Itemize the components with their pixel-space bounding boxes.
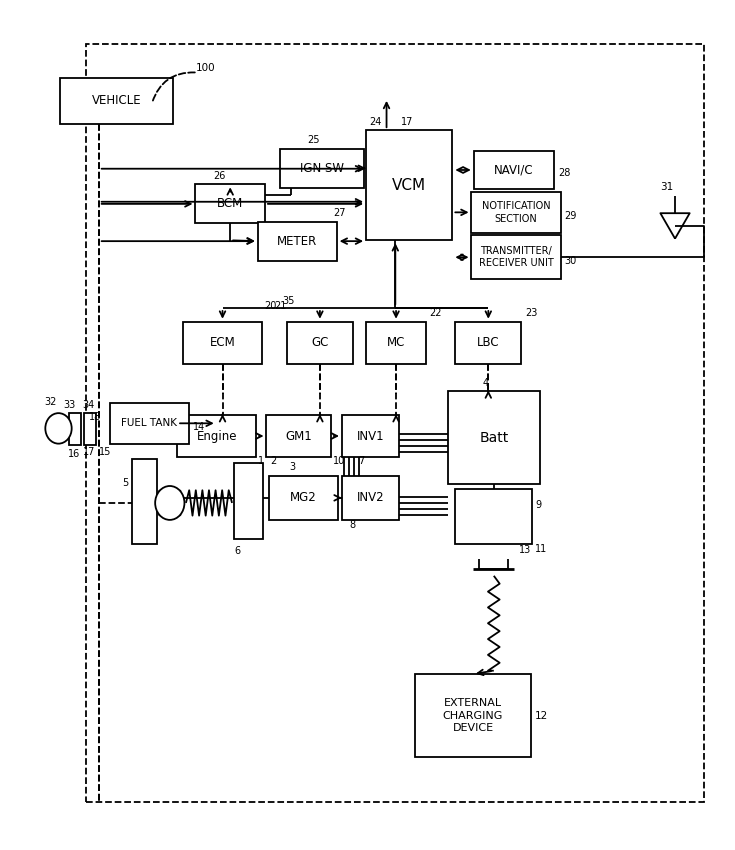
Text: 18: 18	[88, 411, 101, 422]
Text: 31: 31	[660, 182, 674, 192]
Text: NOTIFICATION
SECTION: NOTIFICATION SECTION	[482, 201, 551, 224]
FancyBboxPatch shape	[448, 391, 539, 484]
Text: 30: 30	[564, 256, 577, 266]
Text: 10: 10	[333, 456, 345, 466]
Text: 14: 14	[193, 422, 205, 432]
FancyBboxPatch shape	[342, 476, 399, 520]
Text: 15: 15	[98, 447, 111, 457]
Circle shape	[155, 486, 184, 520]
Text: 4: 4	[483, 377, 489, 388]
Text: EXTERNAL
CHARGING
DEVICE: EXTERNAL CHARGING DEVICE	[442, 698, 503, 733]
FancyBboxPatch shape	[456, 321, 521, 364]
Text: GC: GC	[311, 337, 329, 349]
Text: 16: 16	[68, 449, 80, 459]
Text: INV1: INV1	[356, 429, 384, 443]
FancyBboxPatch shape	[473, 150, 554, 190]
Text: METER: METER	[277, 235, 318, 247]
Text: 7: 7	[358, 456, 365, 466]
Text: GM1: GM1	[285, 429, 312, 443]
FancyBboxPatch shape	[366, 321, 426, 364]
Text: 27: 27	[333, 208, 345, 218]
Text: VCM: VCM	[392, 178, 426, 193]
FancyBboxPatch shape	[287, 321, 353, 364]
FancyBboxPatch shape	[132, 459, 157, 544]
Text: TRANSMITTER/
RECEIVER UNIT: TRANSMITTER/ RECEIVER UNIT	[478, 246, 553, 269]
Text: INV2: INV2	[356, 491, 384, 504]
FancyBboxPatch shape	[471, 235, 561, 280]
FancyBboxPatch shape	[183, 321, 262, 364]
Text: FUEL TANK: FUEL TANK	[121, 418, 177, 428]
Text: 9: 9	[535, 500, 541, 510]
FancyBboxPatch shape	[366, 130, 453, 241]
Circle shape	[46, 413, 72, 444]
Text: 13: 13	[520, 546, 531, 555]
Text: 17: 17	[401, 116, 414, 127]
Text: 26: 26	[214, 171, 226, 181]
FancyBboxPatch shape	[342, 415, 399, 457]
FancyBboxPatch shape	[415, 674, 531, 757]
Text: 11: 11	[535, 544, 548, 554]
Text: 28: 28	[558, 168, 570, 178]
Text: 34: 34	[82, 400, 95, 410]
Text: MC: MC	[387, 337, 405, 349]
Text: VEHICLE: VEHICLE	[92, 94, 142, 107]
FancyBboxPatch shape	[279, 149, 364, 188]
Text: 8: 8	[349, 520, 355, 530]
Text: 25: 25	[307, 135, 320, 145]
FancyBboxPatch shape	[456, 489, 532, 544]
Text: 35: 35	[282, 296, 295, 305]
Text: 17: 17	[82, 447, 95, 457]
Text: 20: 20	[265, 302, 276, 311]
FancyBboxPatch shape	[269, 476, 338, 520]
Text: 21: 21	[273, 302, 286, 311]
Text: 23: 23	[525, 309, 537, 318]
FancyBboxPatch shape	[84, 413, 96, 445]
FancyBboxPatch shape	[60, 77, 173, 124]
Text: IGN SW: IGN SW	[300, 162, 344, 175]
Text: ECM: ECM	[209, 337, 235, 349]
FancyBboxPatch shape	[110, 403, 189, 444]
Text: Engine: Engine	[196, 429, 237, 443]
Text: 6: 6	[234, 547, 240, 556]
Text: 5: 5	[122, 478, 129, 488]
Text: 22: 22	[430, 309, 442, 318]
Text: 32: 32	[44, 397, 57, 407]
Text: MG2: MG2	[290, 491, 317, 504]
Text: 2: 2	[270, 456, 276, 466]
Text: NAVI/C: NAVI/C	[494, 163, 534, 177]
Text: 12: 12	[535, 711, 548, 721]
Text: 24: 24	[370, 116, 382, 127]
Text: LBC: LBC	[477, 337, 500, 349]
Text: Batt: Batt	[479, 431, 509, 445]
FancyBboxPatch shape	[258, 222, 337, 261]
Text: 29: 29	[564, 211, 577, 221]
FancyBboxPatch shape	[234, 463, 263, 540]
Text: 1: 1	[259, 456, 265, 466]
FancyBboxPatch shape	[267, 415, 331, 457]
FancyBboxPatch shape	[196, 184, 265, 224]
Text: BCM: BCM	[217, 197, 243, 211]
FancyBboxPatch shape	[70, 413, 81, 445]
Text: 33: 33	[64, 400, 76, 410]
FancyBboxPatch shape	[177, 415, 257, 457]
Text: 3: 3	[290, 462, 295, 473]
Text: 100: 100	[196, 63, 215, 72]
FancyBboxPatch shape	[471, 192, 561, 233]
